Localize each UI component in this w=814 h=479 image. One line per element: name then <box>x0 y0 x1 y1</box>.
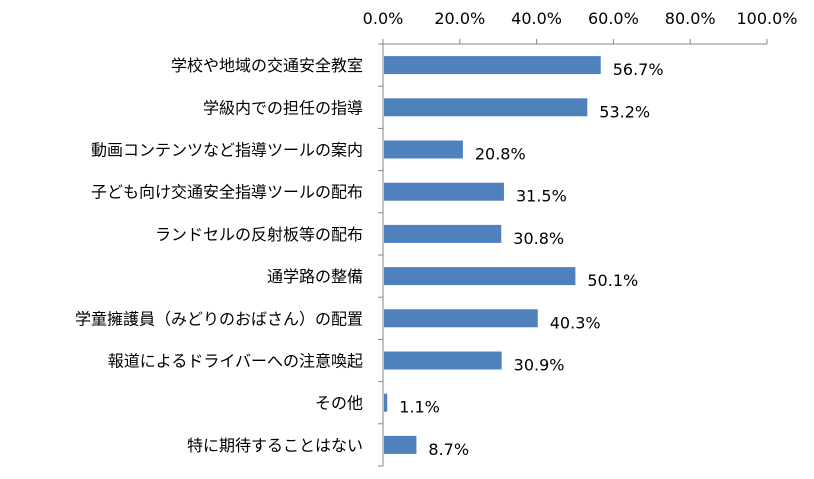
bar <box>384 435 417 454</box>
category-label: 特に期待することはない <box>187 436 363 455</box>
value-label: 30.9% <box>514 356 565 375</box>
value-label: 40.3% <box>550 313 601 332</box>
category-label: 学校や地域の交通安全教室 <box>171 56 363 75</box>
bar <box>384 224 502 243</box>
value-label: 56.7% <box>613 60 664 79</box>
category-label: ランドセルの反射板等の配布 <box>155 225 363 244</box>
bar <box>384 140 463 159</box>
category-label: 学級内での担任の指導 <box>203 98 363 117</box>
bar <box>384 182 504 201</box>
x-tick-label: 80.0% <box>665 9 716 28</box>
bar <box>384 56 601 75</box>
bar <box>384 393 388 412</box>
category-label: 学童擁護員（みどりのおばさん）の配置 <box>75 309 363 328</box>
x-tick-label: 0.0% <box>363 9 404 28</box>
x-tick-label: 100.0% <box>736 9 797 28</box>
value-label: 8.7% <box>428 440 469 459</box>
x-tick-label: 40.0% <box>511 9 562 28</box>
value-labels: 56.7% 53.2% 20.8% 31.5% 30.8% 50.1% 40.3% 30.9%… <box>399 60 663 459</box>
category-label: 通学路の整備 <box>267 267 363 286</box>
axes <box>378 43 767 467</box>
value-label: 50.1% <box>587 271 638 290</box>
bar <box>384 309 538 328</box>
value-label: 1.1% <box>399 398 440 417</box>
value-label: 31.5% <box>516 187 567 206</box>
bar <box>384 351 502 370</box>
value-label: 53.2% <box>599 102 650 121</box>
x-tick-label: 20.0% <box>434 9 485 28</box>
category-label: 動画コンテンツなど指導ツールの案内 <box>91 141 363 160</box>
bar <box>384 98 588 117</box>
bars <box>384 56 601 454</box>
category-label: 報道によるドライバーへの注意喚起 <box>108 352 363 371</box>
value-label: 30.8% <box>513 229 564 248</box>
category-label: その他 <box>315 394 363 413</box>
category-label: 子ども向け交通安全指導ツールの配布 <box>91 183 363 202</box>
x-tick-label: 60.0% <box>588 9 639 28</box>
bar <box>384 267 576 286</box>
value-label: 20.8% <box>475 145 526 164</box>
x-axis-ticks: 0.0% 20.0% 40.0% 60.0% 80.0% 100.0% <box>363 9 798 44</box>
category-labels: 学校や地域の交通安全教室学級内での担任の指導動画コンテンツなど指導ツールの案内子… <box>75 56 363 455</box>
